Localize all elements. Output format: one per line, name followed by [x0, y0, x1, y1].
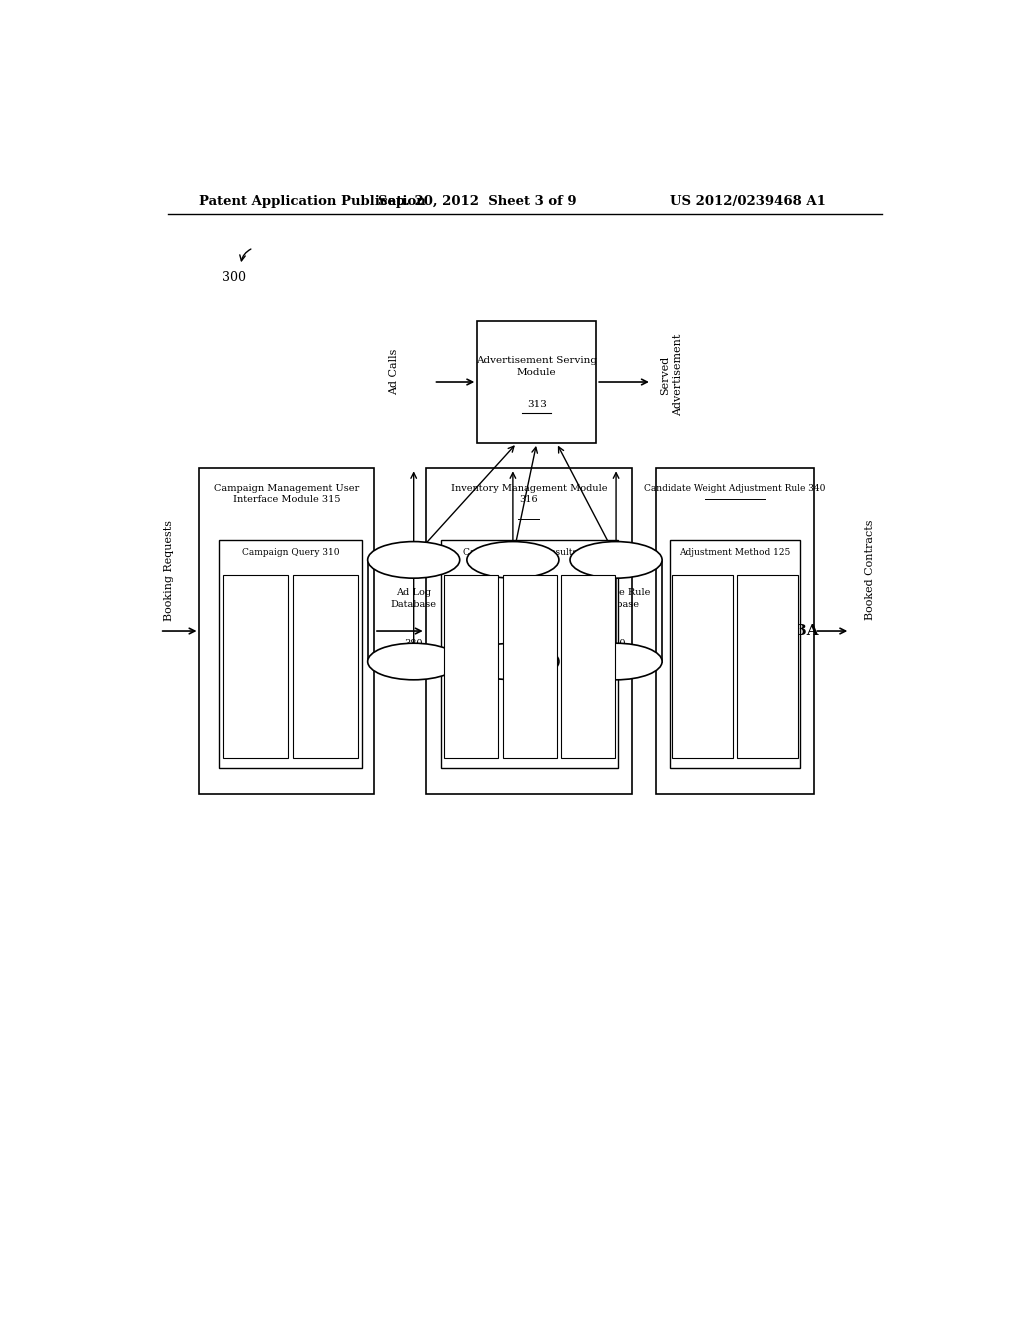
- Bar: [368, 560, 460, 661]
- FancyBboxPatch shape: [223, 576, 289, 758]
- Ellipse shape: [570, 541, 663, 578]
- Text: Campaign Query Time Period 255: Campaign Query Time Period 255: [525, 606, 534, 727]
- FancyBboxPatch shape: [737, 576, 798, 758]
- Bar: [570, 560, 663, 661]
- Text: Adjustment Method 125: Adjustment Method 125: [679, 548, 791, 557]
- Text: Campaign Management User
Interface Module 315: Campaign Management User Interface Modul…: [214, 483, 359, 504]
- Text: Campaign Query Predicate 210: Campaign Query Predicate 210: [467, 610, 475, 723]
- Text: Candidate Weight Adjustment Rule 340: Candidate Weight Adjustment Rule 340: [644, 483, 825, 492]
- Text: Time-wise applicability 120: Time-wise applicability 120: [764, 618, 772, 715]
- Text: Campaign
Log
Database: Campaign Log Database: [487, 583, 538, 614]
- Text: US 2012/0239468 A1: US 2012/0239468 A1: [671, 194, 826, 207]
- Ellipse shape: [570, 643, 663, 680]
- Text: Ad Log
Database: Ad Log Database: [391, 589, 436, 609]
- FancyBboxPatch shape: [293, 576, 358, 758]
- Ellipse shape: [467, 541, 559, 578]
- Text: 300: 300: [221, 271, 246, 284]
- Text: Ad Calls: Ad Calls: [389, 348, 399, 395]
- Bar: [467, 560, 559, 661]
- FancyBboxPatch shape: [477, 321, 596, 444]
- FancyBboxPatch shape: [200, 469, 374, 793]
- Text: 370: 370: [504, 639, 522, 648]
- FancyBboxPatch shape: [503, 576, 557, 758]
- Text: FIG. 3A: FIG. 3A: [755, 624, 818, 638]
- Text: Booking Requests: Booking Requests: [164, 520, 174, 620]
- Text: Booked Contracts: Booked Contracts: [865, 520, 876, 620]
- Text: 360: 360: [607, 639, 626, 648]
- Text: Supply Impression Base Weight 215: Supply Impression Base Weight 215: [585, 602, 592, 731]
- Text: Advertisement Serving
Module: Advertisement Serving Module: [476, 356, 597, 378]
- Text: Sep. 20, 2012  Sheet 3 of 9: Sep. 20, 2012 Sheet 3 of 9: [378, 194, 577, 207]
- Text: Served
Advertisement: Served Advertisement: [660, 334, 683, 416]
- FancyBboxPatch shape: [426, 469, 632, 793]
- Ellipse shape: [467, 643, 559, 680]
- Ellipse shape: [368, 541, 460, 578]
- Text: Adjustment Method 125: Adjustment Method 125: [698, 624, 707, 709]
- Text: 380: 380: [404, 639, 423, 648]
- Text: Inventory Management Module
316: Inventory Management Module 316: [451, 483, 607, 504]
- FancyBboxPatch shape: [443, 576, 498, 758]
- Text: Campaign Query 310: Campaign Query 310: [242, 548, 339, 557]
- FancyBboxPatch shape: [655, 469, 814, 793]
- FancyBboxPatch shape: [673, 576, 733, 758]
- Text: Override Rule
Database: Override Rule Database: [582, 589, 650, 609]
- Ellipse shape: [368, 643, 460, 680]
- Text: 313: 313: [526, 400, 547, 409]
- FancyBboxPatch shape: [670, 540, 800, 768]
- FancyBboxPatch shape: [219, 540, 362, 768]
- Text: Campaign Query Predicate 210: Campaign Query Predicate 210: [252, 606, 260, 727]
- FancyBboxPatch shape: [561, 576, 615, 758]
- Text: Campaign Query Results 330: Campaign Query Results 330: [463, 548, 597, 557]
- Text: Patent Application Publication: Patent Application Publication: [200, 194, 426, 207]
- Text: Campaign Query Time Period 255: Campaign Query Time Period 255: [322, 602, 330, 731]
- FancyBboxPatch shape: [441, 540, 617, 768]
